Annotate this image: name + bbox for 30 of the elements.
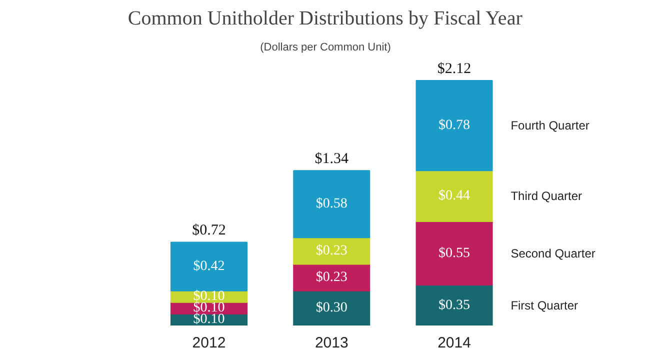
total-label: $1.34 <box>314 150 350 167</box>
bar <box>293 264 370 292</box>
series-label: Fourth Quarter <box>510 118 590 133</box>
bar <box>293 170 370 238</box>
bar <box>416 221 493 286</box>
data-label: $0.58 <box>316 196 348 212</box>
data-label: $0.44 <box>438 188 470 204</box>
data-label: $0.23 <box>316 270 348 286</box>
data-label: $0.23 <box>316 243 348 258</box>
total-label: $0.72 <box>192 222 226 239</box>
data-label: $0.35 <box>438 298 470 313</box>
data-label: $0.42 <box>193 259 225 274</box>
data-label: $0.55 <box>438 246 470 261</box>
chart-subtitle: (Dollars per Common Unit) <box>260 42 391 54</box>
series-label: Third Quarter <box>510 189 582 204</box>
total-label: $2.12 <box>437 60 472 77</box>
x-tick-label: 2014 <box>438 334 471 350</box>
bar <box>416 80 493 172</box>
bar <box>416 284 493 326</box>
bar <box>416 170 493 222</box>
data-label: $0.30 <box>316 300 348 316</box>
x-tick-label: 2013 <box>314 334 348 350</box>
data-label: $0.78 <box>438 118 470 134</box>
bar <box>293 290 370 326</box>
series-label: Second Quarter <box>510 246 596 260</box>
bar <box>170 242 248 292</box>
bar <box>293 237 370 265</box>
series-label: First Quarter <box>510 298 578 312</box>
chart-title: Common Unitholder Distributions by Fiscal Year <box>128 8 523 30</box>
x-tick-label: 2012 <box>192 334 226 350</box>
